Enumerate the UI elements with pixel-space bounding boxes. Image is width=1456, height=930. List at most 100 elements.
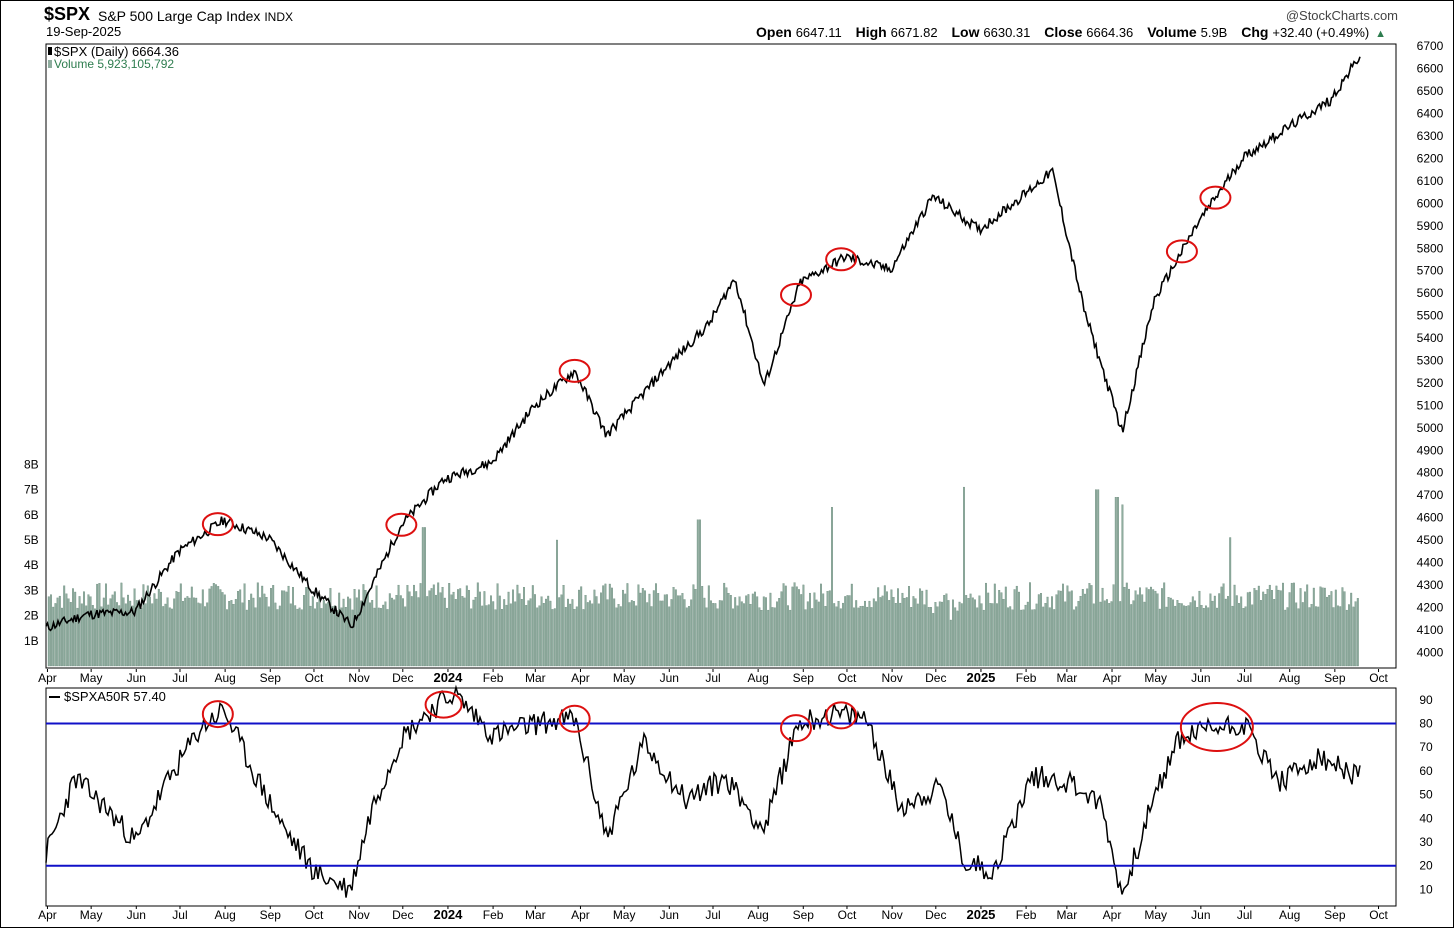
volume-bar bbox=[564, 607, 567, 667]
volume-bar bbox=[714, 603, 717, 667]
volume-bar bbox=[470, 608, 473, 667]
volume-bar bbox=[1339, 606, 1342, 667]
chg-up-arrow-icon: ▲ bbox=[1375, 28, 1386, 40]
volume-bar bbox=[991, 603, 994, 667]
price-xaxis-tick-21: 2025 bbox=[966, 670, 995, 685]
volume-bar bbox=[1315, 606, 1317, 667]
volume-bar bbox=[556, 539, 558, 667]
volume-bar bbox=[1229, 537, 1232, 667]
volume-bar bbox=[309, 605, 312, 667]
volume-bar bbox=[597, 603, 600, 667]
ohlc-bar: Open 6647.11 High 6671.82 Low 6630.31 Cl… bbox=[756, 24, 1386, 40]
volume-bar bbox=[839, 608, 842, 667]
volume-bar bbox=[850, 583, 853, 667]
volume-bar bbox=[1055, 594, 1058, 667]
volume-bar bbox=[230, 600, 233, 667]
volume-bar bbox=[1101, 587, 1104, 667]
volume-bar bbox=[98, 583, 101, 667]
volume-bar bbox=[584, 595, 587, 667]
volume-bar bbox=[303, 595, 305, 667]
volume-bar bbox=[523, 587, 525, 667]
volume-bar bbox=[886, 591, 888, 667]
volume-bar bbox=[608, 583, 611, 667]
volume-bar bbox=[751, 593, 754, 667]
volume-bar bbox=[1191, 596, 1194, 667]
volume-bar bbox=[914, 598, 917, 667]
volume-bar bbox=[292, 587, 294, 667]
price-highlight-circle-4 bbox=[825, 247, 858, 272]
volume-bar bbox=[226, 609, 228, 667]
volume-bar bbox=[100, 606, 103, 667]
volume-bar bbox=[228, 601, 231, 667]
volume-bar bbox=[1147, 589, 1150, 667]
volume-bar bbox=[1022, 609, 1025, 667]
volume-bar bbox=[1213, 595, 1216, 667]
volume-bar bbox=[131, 605, 134, 667]
price-highlight-circle-0 bbox=[201, 512, 234, 537]
volume-bar bbox=[1290, 582, 1293, 667]
volume-bar bbox=[672, 587, 675, 667]
volume-bar bbox=[639, 592, 642, 667]
volume-bar bbox=[1015, 585, 1018, 667]
volume-bar bbox=[1240, 596, 1243, 667]
volume-bar bbox=[179, 583, 182, 667]
volume-bar bbox=[483, 591, 486, 667]
volume-bar bbox=[932, 613, 935, 667]
breadth-xaxis-tick-18: Oct bbox=[838, 908, 857, 922]
volume-bar bbox=[547, 595, 550, 667]
volume-bar bbox=[1200, 605, 1203, 667]
price-xaxis-tick-23: Mar bbox=[1057, 671, 1078, 685]
chart-date: 19-Sep-2025 bbox=[46, 24, 122, 39]
volume-bar bbox=[1075, 606, 1078, 667]
volume-bar bbox=[65, 593, 68, 667]
volume-bar bbox=[1040, 593, 1042, 667]
volume-bar bbox=[432, 584, 435, 667]
volume-bar bbox=[1207, 607, 1210, 667]
volume-bar bbox=[358, 589, 360, 667]
volume-bar bbox=[219, 589, 222, 667]
volume-bar bbox=[1224, 598, 1227, 667]
price-ytick-6300: 6300 bbox=[1417, 129, 1444, 143]
volume-bar bbox=[1341, 587, 1344, 667]
index-name-text: S&P 500 Large Cap Index bbox=[98, 8, 261, 24]
breadth-xaxis-tick-28: Aug bbox=[1279, 908, 1300, 922]
volume-bar bbox=[336, 610, 338, 667]
volume-bar bbox=[1121, 504, 1124, 667]
price-xaxis-tick-7: Nov bbox=[348, 671, 369, 685]
volume-bar bbox=[899, 602, 902, 667]
breadth-highlight-circle-4 bbox=[825, 701, 858, 730]
volume-bar bbox=[331, 606, 334, 667]
volume-bar bbox=[1337, 605, 1339, 667]
volume-bar bbox=[102, 597, 105, 667]
volume-bar bbox=[1354, 601, 1357, 667]
volume-bar bbox=[234, 599, 237, 667]
volume-bar bbox=[404, 606, 407, 667]
volume-bar bbox=[402, 598, 404, 667]
volume-bar bbox=[652, 590, 655, 667]
volume-tick-4B: 4B bbox=[24, 558, 39, 572]
volume-bar bbox=[373, 607, 376, 667]
volume-bar bbox=[325, 603, 327, 667]
price-ytick-5200: 5200 bbox=[1417, 376, 1444, 390]
volume-bar bbox=[1308, 607, 1311, 667]
volume-bar bbox=[987, 592, 990, 667]
price-legend-volume: Volume 5,923,105,792 bbox=[54, 57, 174, 71]
volume-bar bbox=[507, 591, 510, 667]
price-xaxis-tick-19: Nov bbox=[881, 671, 902, 685]
volume-bar bbox=[144, 603, 147, 667]
price-ytick-5700: 5700 bbox=[1417, 264, 1444, 278]
breadth-ytick-10: 10 bbox=[1419, 882, 1433, 896]
volume-bar bbox=[993, 583, 996, 667]
volume-bar bbox=[492, 601, 495, 667]
volume-bar bbox=[971, 597, 974, 667]
volume-bar bbox=[919, 588, 921, 667]
volume-bar bbox=[540, 596, 543, 667]
breadth-xaxis-tick-11: Mar bbox=[525, 908, 546, 922]
volume-bar bbox=[1099, 601, 1102, 667]
volume-bar bbox=[743, 603, 745, 667]
breadth-xaxis-tick-20: Dec bbox=[925, 908, 946, 922]
volume-bar bbox=[1326, 596, 1328, 667]
price-xaxis-tick-11: Mar bbox=[525, 671, 546, 685]
volume-bar bbox=[1310, 604, 1313, 667]
volume-bar bbox=[366, 592, 369, 667]
